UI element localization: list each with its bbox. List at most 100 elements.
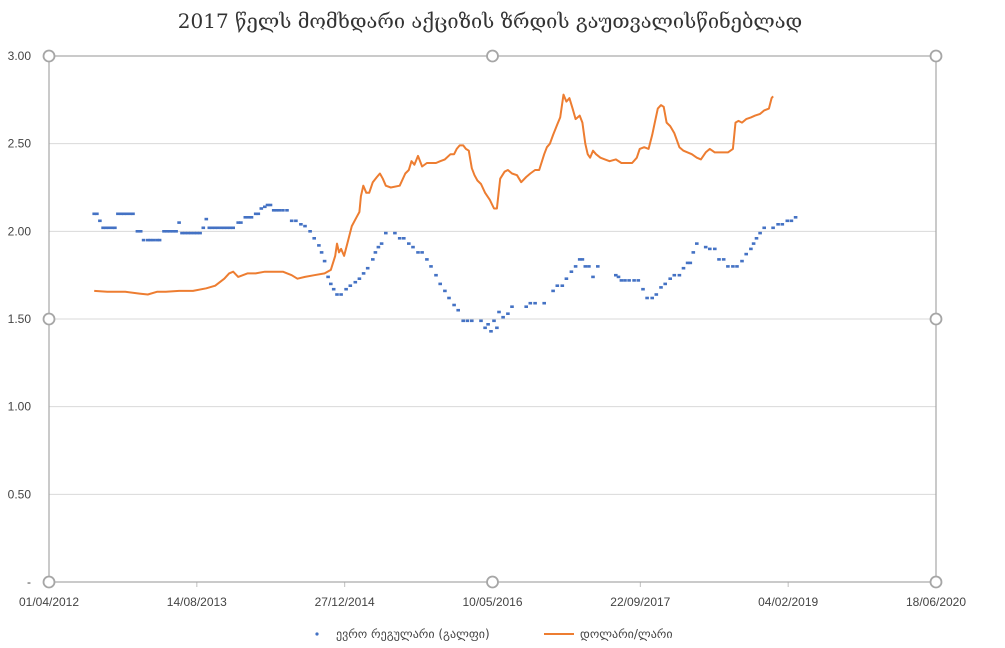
scatter-point bbox=[744, 252, 748, 256]
x-tick-label: 27/12/2014 bbox=[315, 595, 375, 609]
scatter-point bbox=[219, 226, 224, 230]
scatter-point bbox=[256, 212, 261, 216]
plot-area-selection[interactable] bbox=[42, 49, 943, 589]
resize-handle[interactable] bbox=[42, 312, 56, 326]
scatter-point bbox=[495, 326, 499, 330]
y-tick-label: 2.00 bbox=[8, 224, 32, 238]
x-axis: 01/04/2012 14/08/2013 27/12/2014 10/05/2016… bbox=[19, 581, 966, 609]
scatter-point bbox=[180, 231, 184, 235]
scatter-point bbox=[577, 258, 582, 261]
scatter-point bbox=[456, 308, 460, 312]
scatter-point bbox=[371, 258, 375, 261]
scatter-point bbox=[489, 330, 493, 333]
scatter-point bbox=[758, 231, 762, 235]
scatter-point bbox=[740, 259, 744, 263]
scatter-point bbox=[165, 230, 169, 233]
scatter-point bbox=[443, 289, 447, 293]
resize-handle[interactable] bbox=[486, 49, 499, 63]
scatter-point bbox=[125, 212, 129, 216]
y-tick-label: 3.00 bbox=[8, 49, 32, 63]
legend-label-euro-regular: ევრო რეგულარი (გალფი) bbox=[336, 627, 490, 641]
scatter-point bbox=[776, 223, 780, 226]
scatter-point bbox=[447, 296, 451, 300]
scatter-point bbox=[771, 226, 775, 230]
scatter-point bbox=[580, 258, 585, 261]
resize-handle[interactable] bbox=[42, 49, 56, 63]
scatter-point bbox=[348, 284, 353, 287]
scatter-point bbox=[171, 230, 175, 233]
scatter-point bbox=[668, 277, 672, 280]
scatter-point bbox=[623, 279, 627, 282]
scatter-point bbox=[148, 238, 153, 242]
scatter-point bbox=[681, 266, 686, 270]
scatter-point bbox=[285, 209, 289, 212]
scatter-point bbox=[268, 203, 273, 207]
scatter-point bbox=[785, 219, 790, 223]
scatter-point bbox=[231, 226, 235, 230]
resize-handle[interactable] bbox=[929, 312, 943, 326]
scatter-point bbox=[659, 286, 663, 289]
scatter-point bbox=[186, 231, 190, 235]
scatter-point bbox=[131, 212, 135, 216]
resize-handle[interactable] bbox=[42, 575, 56, 589]
scatter-point bbox=[411, 245, 415, 249]
scatter-point bbox=[429, 265, 433, 268]
scatter-point bbox=[162, 230, 166, 233]
scatter-point bbox=[303, 224, 307, 228]
scatter-point bbox=[243, 216, 248, 219]
scatter-point bbox=[236, 221, 240, 224]
resize-handle[interactable] bbox=[486, 575, 499, 589]
scatter-point bbox=[754, 237, 759, 240]
scatter-point bbox=[155, 238, 159, 242]
legend-marker-euro-regular bbox=[315, 632, 319, 636]
scatter-point bbox=[717, 258, 721, 261]
scatter-point bbox=[645, 296, 649, 300]
scatter-point bbox=[177, 221, 181, 224]
scatter-point bbox=[335, 293, 339, 296]
scatter-point bbox=[614, 273, 618, 277]
scatter-point bbox=[672, 273, 677, 277]
scatter-point bbox=[365, 266, 370, 270]
scatter-point bbox=[627, 279, 631, 282]
scatter-point bbox=[793, 216, 798, 219]
scatter-point bbox=[591, 275, 595, 279]
scatter-point bbox=[113, 226, 117, 230]
scatter-point bbox=[373, 251, 378, 254]
scatter-point bbox=[253, 212, 258, 216]
x-tick-label: 22/09/2017 bbox=[610, 595, 670, 609]
scatter-point bbox=[116, 212, 120, 216]
scatter-point bbox=[416, 251, 420, 254]
y-tick-label: 1.50 bbox=[8, 312, 32, 326]
resize-handle[interactable] bbox=[929, 49, 943, 63]
scatter-point bbox=[379, 242, 384, 245]
scatter-point bbox=[331, 287, 336, 291]
scatter-point bbox=[151, 238, 156, 242]
scatter-point bbox=[708, 247, 712, 251]
scatter-point bbox=[128, 212, 133, 216]
scatter-point bbox=[497, 310, 501, 314]
resize-handle[interactable] bbox=[929, 575, 943, 589]
scatter-point bbox=[654, 293, 659, 296]
scatter-point bbox=[183, 231, 187, 235]
scatter-point bbox=[533, 301, 537, 305]
scatter-point bbox=[239, 221, 243, 224]
series-scatter-euro-regular bbox=[92, 203, 798, 333]
y-tick-label: - bbox=[27, 575, 31, 589]
scatter-point bbox=[201, 226, 206, 230]
scatter-point bbox=[204, 217, 209, 221]
scatter-point bbox=[259, 207, 264, 210]
scatter-point bbox=[726, 265, 730, 268]
scatter-point bbox=[319, 251, 324, 254]
scatter-point bbox=[376, 245, 381, 249]
scatter-point bbox=[636, 279, 641, 282]
scatter-point bbox=[762, 226, 766, 230]
scatter-point bbox=[751, 242, 756, 245]
scatter-point bbox=[564, 277, 569, 280]
scatter-point bbox=[420, 251, 424, 254]
scatter-point bbox=[677, 273, 682, 277]
scatter-point bbox=[122, 212, 126, 216]
scatter-point bbox=[198, 231, 202, 235]
x-tick-label: 14/08/2013 bbox=[167, 595, 227, 609]
scatter-point bbox=[98, 219, 102, 223]
